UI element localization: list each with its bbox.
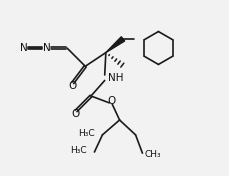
Text: O: O — [68, 81, 76, 91]
Text: O: O — [107, 96, 115, 106]
Text: N: N — [42, 43, 50, 53]
Text: NH: NH — [107, 73, 123, 83]
Text: N: N — [20, 43, 27, 53]
Text: O: O — [71, 109, 79, 119]
Text: H₃C: H₃C — [78, 129, 95, 138]
Polygon shape — [105, 37, 124, 53]
Text: H₃C: H₃C — [70, 146, 87, 155]
Text: CH₃: CH₃ — [144, 150, 161, 159]
